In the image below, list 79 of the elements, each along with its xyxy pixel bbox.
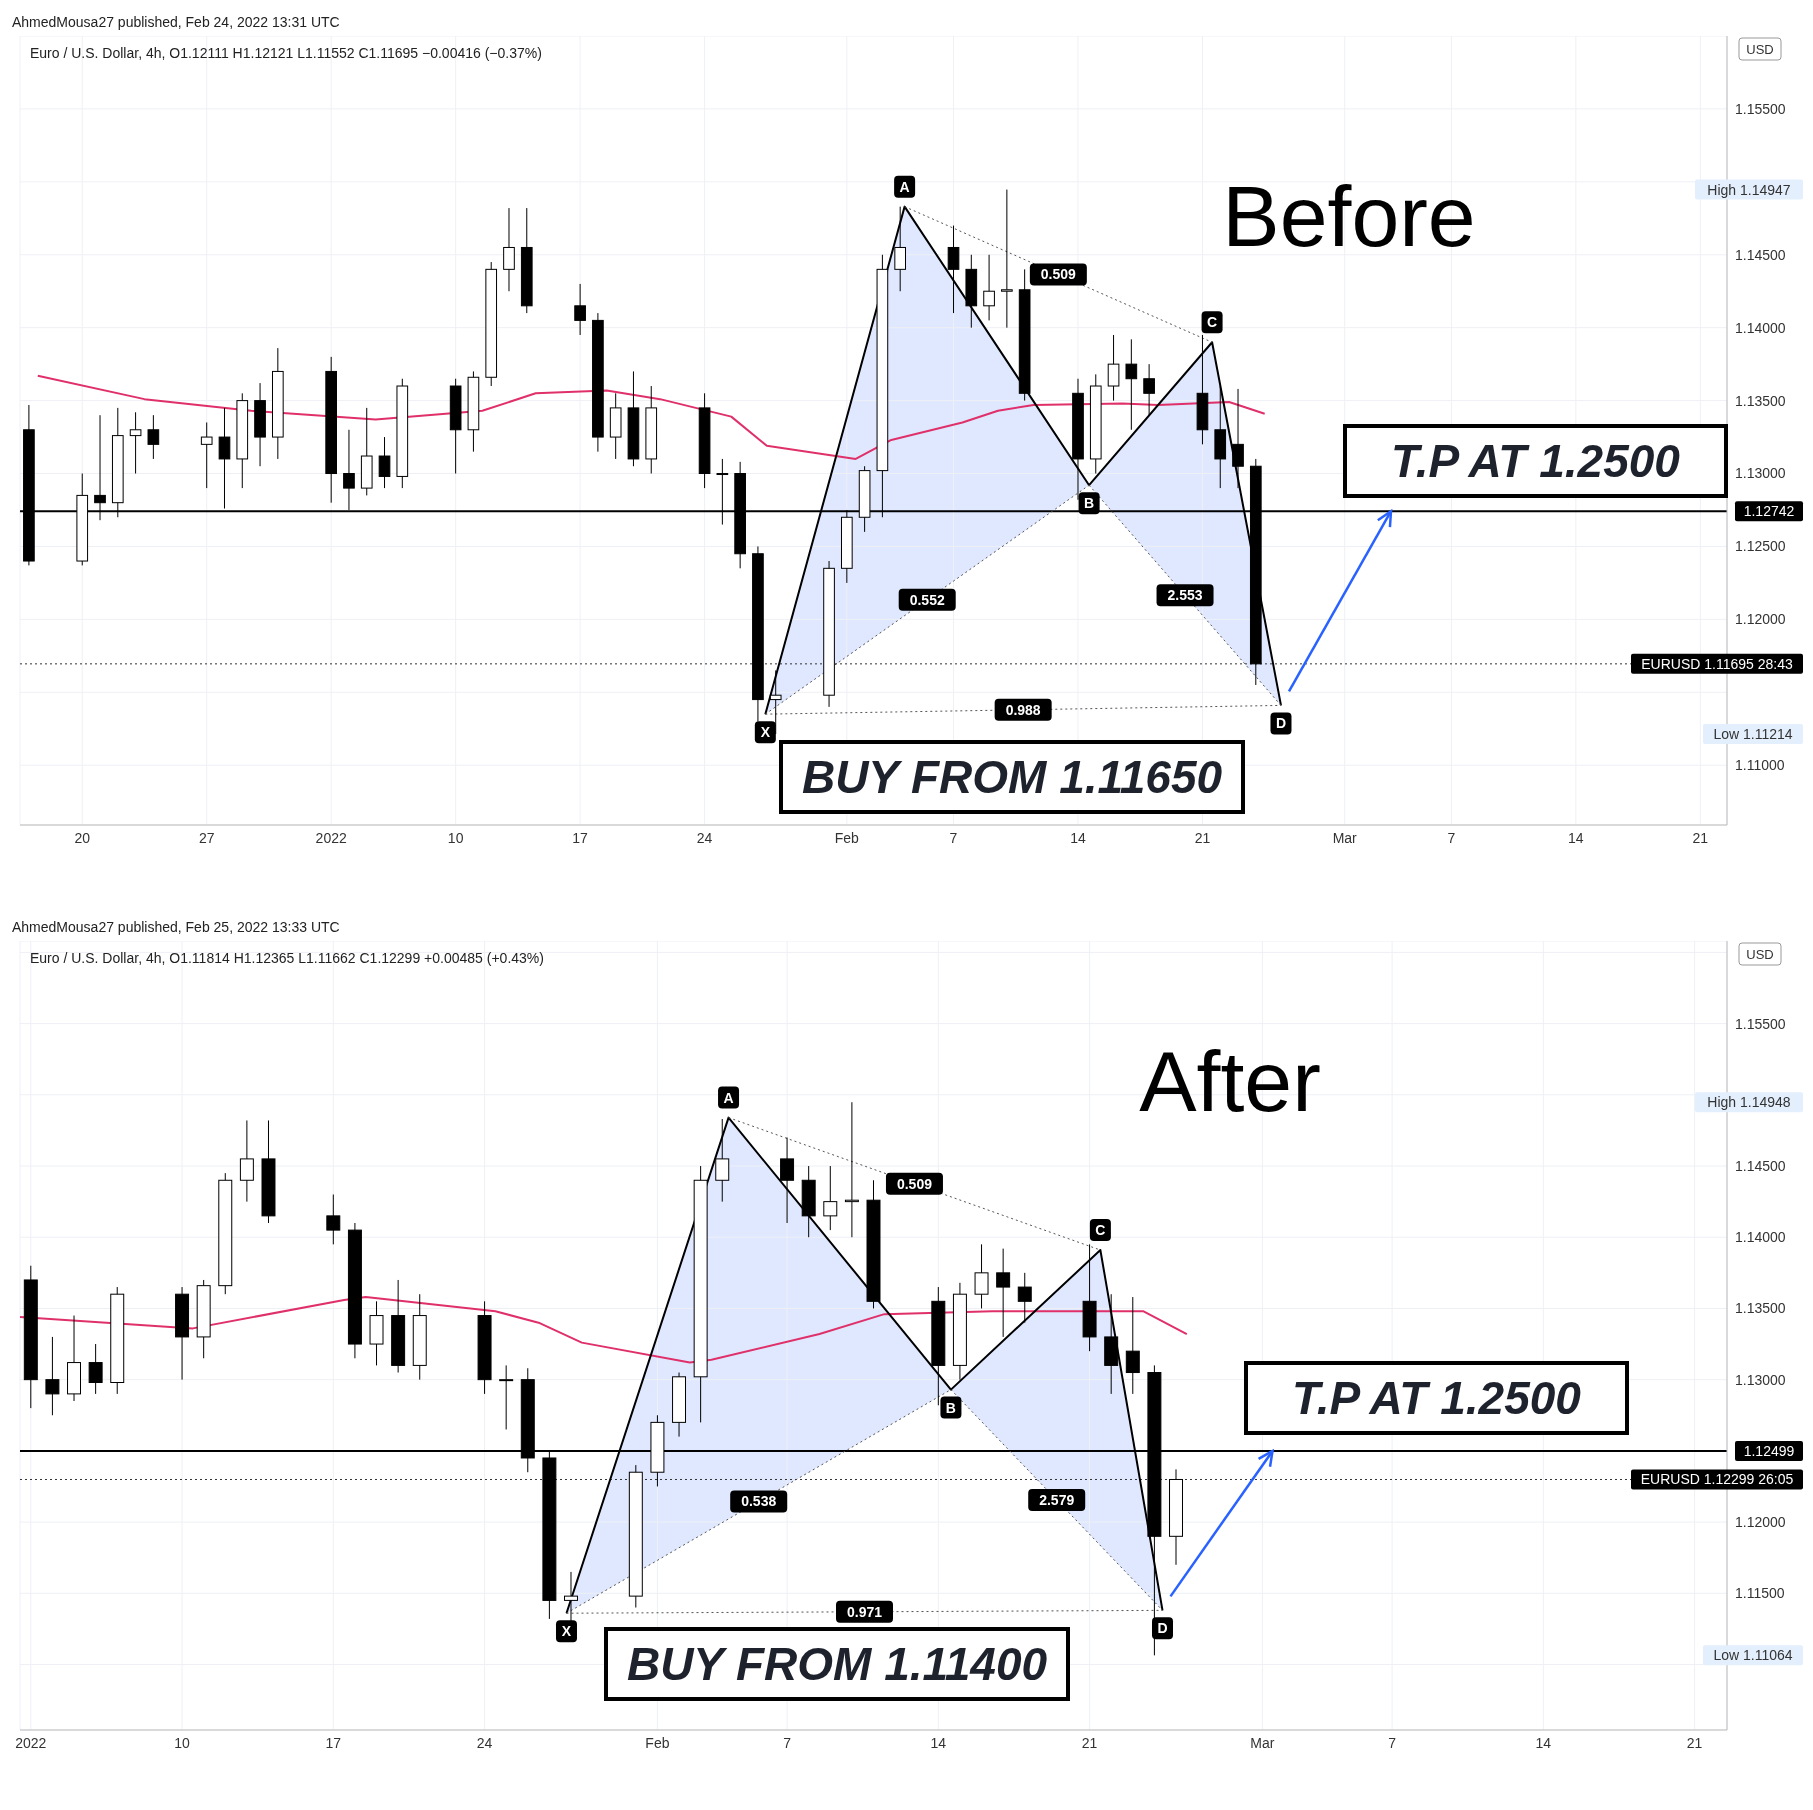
x-tick-label: 7 xyxy=(949,829,958,846)
annotation: 0.988 xyxy=(1005,701,1041,718)
x-tick-label: 2022 xyxy=(15,1734,47,1751)
y-tick-label: 1.14000 xyxy=(1735,319,1786,336)
annotation: Low 1.11064 xyxy=(1713,1647,1793,1664)
annotation: B xyxy=(945,1399,956,1416)
annotation: High 1.14948 xyxy=(1707,1094,1791,1111)
x-tick-label: 10 xyxy=(174,1734,191,1751)
annotation: Before xyxy=(1222,168,1476,264)
x-tick-label: 21 xyxy=(1081,1734,1098,1751)
annotation: D xyxy=(1275,715,1287,732)
ref-line-label: EURUSD 1.11695 28:43 xyxy=(1641,655,1793,672)
x-tick-label: 14 xyxy=(930,1734,947,1751)
x-tick-label: Mar xyxy=(1332,829,1358,846)
annotation: A xyxy=(723,1089,734,1106)
x-tick-label: 10 xyxy=(447,829,464,846)
annotation: 0.971 xyxy=(846,1603,883,1620)
x-tick-label: 14 xyxy=(1568,829,1584,846)
y-tick-label: 1.13000 xyxy=(1735,1371,1786,1388)
x-tick-label: 27 xyxy=(198,829,215,846)
x-tick-label: 14 xyxy=(1535,1734,1552,1751)
y-tick-label: 1.11500 xyxy=(1735,1585,1785,1602)
x-tick-label: 24 xyxy=(696,829,713,846)
text: USD xyxy=(1746,947,1774,962)
x-tick-label: Mar xyxy=(1250,1734,1275,1751)
text: USD xyxy=(1746,42,1774,57)
ref-line-label: 1.12499 xyxy=(1743,1443,1795,1459)
annotation: T.P AT 1.2500 xyxy=(1292,1372,1582,1424)
x-tick-label: 17 xyxy=(572,829,589,846)
y-tick-label: 1.13500 xyxy=(1735,1300,1786,1317)
y-tick-label: 1.14500 xyxy=(1735,246,1786,263)
annotation: 0.509 xyxy=(896,1175,933,1192)
x-tick-label: 20 xyxy=(74,829,91,846)
annotation: 2.553 xyxy=(1167,587,1203,604)
annotation: 0.552 xyxy=(909,591,945,608)
annotation: D xyxy=(1157,1620,1168,1637)
text: Euro / U.S. Dollar, 4h, O1.11814 H1.12365 L1.11662 C1.12299 +0.00485 (+0.43%) xyxy=(30,950,544,966)
y-tick-label: 1.14000 xyxy=(1735,1229,1786,1246)
annotation: BUY FROM 1.11650 xyxy=(801,751,1223,803)
annotation: B xyxy=(1084,495,1095,512)
annotation: Low 1.11214 xyxy=(1713,726,1793,742)
chart-title: AhmedMousa27 published, Feb 25, 2022 13:33 UTC xyxy=(11,918,341,937)
ref-line-label: EURUSD 1.12299 26:05 xyxy=(1640,1471,1794,1488)
x-tick-label: 7 xyxy=(783,1734,792,1751)
y-tick-label: 1.11000 xyxy=(1735,757,1785,774)
annotation: T.P AT 1.2500 xyxy=(1391,435,1681,487)
x-tick-label: 21 xyxy=(1194,829,1211,846)
y-tick-label: 1.14500 xyxy=(1735,1157,1786,1174)
x-tick-label: 7 xyxy=(1447,829,1456,846)
annotation: 2.579 xyxy=(1039,1491,1075,1508)
y-tick-label: 1.13000 xyxy=(1735,465,1786,482)
x-tick-label: 24 xyxy=(476,1734,493,1751)
x-tick-label: 21 xyxy=(1692,829,1709,846)
annotation: X xyxy=(760,724,771,741)
x-tick-label: Feb xyxy=(834,829,860,846)
annotation: BUY FROM 1.11400 xyxy=(626,1638,1048,1690)
x-tick-label: 17 xyxy=(325,1734,342,1751)
y-tick-label: 1.15500 xyxy=(1735,100,1786,117)
y-tick-label: 1.13500 xyxy=(1735,392,1786,409)
y-tick-label: 1.12000 xyxy=(1735,611,1786,628)
x-tick-label: 7 xyxy=(1388,1734,1397,1751)
chart-title: AhmedMousa27 published, Feb 24, 2022 13:31 UTC xyxy=(11,13,341,32)
x-tick-label: 14 xyxy=(1070,829,1086,846)
annotation: 0.538 xyxy=(741,1493,777,1510)
x-tick-label: 21 xyxy=(1686,1734,1703,1751)
annotation: A xyxy=(899,178,910,195)
x-tick-label: Feb xyxy=(645,1734,670,1751)
annotation: X xyxy=(561,1623,572,1640)
annotation: 0.509 xyxy=(1040,266,1077,283)
annotation: C xyxy=(1095,1222,1106,1239)
y-tick-label: 1.15500 xyxy=(1735,1015,1786,1032)
ref-line-label: 1.12742 xyxy=(1743,503,1795,520)
x-tick-label: 2022 xyxy=(315,829,347,846)
annotation: C xyxy=(1207,314,1218,331)
y-tick-label: 1.12500 xyxy=(1735,538,1786,555)
y-tick-label: 1.12000 xyxy=(1735,1514,1786,1531)
annotation: After xyxy=(1139,1033,1321,1129)
annotation: High 1.14947 xyxy=(1707,181,1791,198)
text: Euro / U.S. Dollar, 4h, O1.12111 H1.12121 L1.11552 C1.11695 −0.00416 (−0.37%) xyxy=(30,45,542,61)
